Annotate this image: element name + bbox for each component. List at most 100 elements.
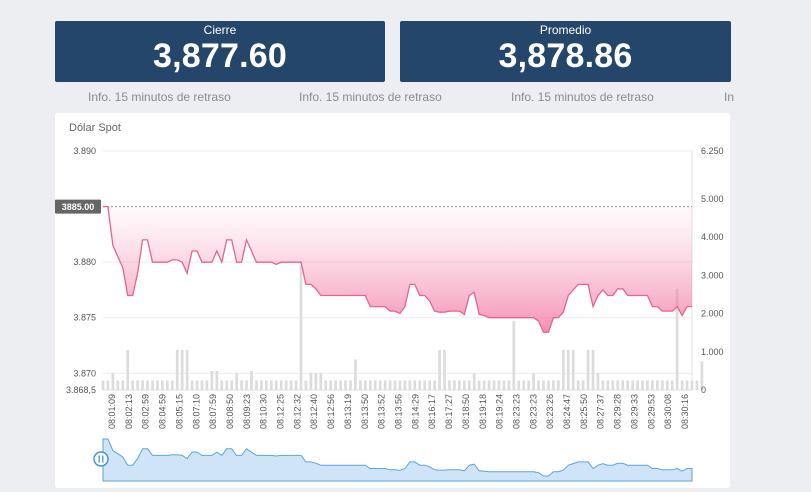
- navigator-area: [102, 438, 693, 482]
- volume-bar: [646, 380, 649, 390]
- navigator[interactable]: [93, 438, 693, 482]
- volume-bar: [591, 349, 595, 390]
- volume-bar: [581, 380, 585, 390]
- delay-note: Info. 15 minutos de retraso: [511, 90, 654, 104]
- volume-bar: [220, 380, 224, 390]
- y-tick-label: 3.880: [73, 257, 96, 267]
- x-tick-label: 08:02:59: [141, 394, 151, 429]
- x-tick-label: 08:01:09: [107, 394, 117, 429]
- x-tick-label: 08:29:28: [613, 394, 623, 429]
- volume-bar: [542, 380, 545, 390]
- volume-bar: [462, 380, 466, 390]
- volume-bar: [368, 380, 372, 390]
- volume-bar: [131, 380, 135, 390]
- x-tick-label: 08:23:23: [511, 394, 521, 429]
- volume-bar: [660, 380, 664, 390]
- x-tick-label: 08:07:10: [191, 394, 201, 429]
- volume-bar: [695, 380, 699, 390]
- volume-bar: [225, 380, 229, 390]
- y-axis-left: 3.868,5 3.870 3.875 3.880 3.890: [66, 146, 96, 395]
- volume-bar: [210, 370, 214, 390]
- x-tick-label: 08:13:19: [343, 394, 353, 429]
- x-tick-label: 08:30:08: [663, 394, 673, 429]
- volume-bar: [487, 380, 491, 390]
- volume-bar: [156, 380, 159, 390]
- volume-bar: [413, 380, 417, 390]
- volume-bar: [363, 380, 367, 390]
- volume-bar: [675, 288, 679, 390]
- volume-bar: [606, 380, 610, 390]
- volume-bar: [497, 380, 501, 390]
- volume-bar: [690, 380, 694, 390]
- y-right-tick-label: 2.000: [701, 309, 724, 319]
- x-tick-label: 08:18:50: [461, 394, 471, 429]
- x-tick-label: 08:29:33: [629, 394, 639, 429]
- volume-bar: [453, 380, 456, 390]
- kpi-card-promedio: Promedio 3,878.86: [400, 21, 731, 82]
- volume-bar: [651, 380, 654, 390]
- volume-bar: [383, 380, 387, 390]
- volume-bar: [641, 380, 644, 390]
- x-tick-label: 08:14:29: [410, 394, 420, 429]
- volume-bar: [205, 380, 209, 390]
- volume-bar: [126, 349, 130, 390]
- volume-bar: [418, 380, 422, 390]
- volume-bar: [354, 359, 357, 390]
- y-right-tick-label: 6.250: [701, 146, 724, 156]
- volume-bar: [636, 380, 639, 390]
- y-tick-label: 3.870: [73, 368, 96, 378]
- volume-bar: [527, 380, 531, 390]
- volume-bar: [141, 380, 144, 390]
- volume-bar: [393, 380, 397, 390]
- x-tick-label: 08:23:26: [545, 394, 555, 429]
- volume-bar: [443, 349, 446, 390]
- volume-bar: [685, 380, 689, 390]
- price-line: [103, 205, 692, 333]
- x-tick-label: 08:10:30: [259, 394, 269, 429]
- kpi-value: 3,878.86: [498, 37, 633, 75]
- kpi-card-cierre: Cierre 3,877.60: [55, 21, 385, 82]
- volume-bar: [284, 380, 288, 390]
- volume-bar: [299, 264, 303, 390]
- x-tick-label: 08:12:25: [276, 394, 286, 429]
- volume-bar: [314, 372, 318, 390]
- volume-bar: [215, 370, 219, 390]
- volume-bar: [185, 349, 189, 390]
- volume-bar: [428, 380, 432, 390]
- volume-bar: [458, 380, 461, 390]
- volume-bar: [136, 380, 140, 390]
- volume-bar: [408, 380, 412, 390]
- volume-bar: [566, 349, 570, 390]
- x-tick-label: 08:19:18: [478, 394, 488, 429]
- volume-bar: [106, 380, 110, 390]
- volume-bar: [571, 349, 575, 390]
- volume-bar: [596, 372, 600, 390]
- navigator-handle-icon[interactable]: [93, 451, 109, 467]
- volume-bar: [289, 380, 293, 390]
- kpi-label: Promedio: [539, 23, 592, 37]
- x-tick-label: 08:09:23: [242, 394, 252, 429]
- delay-note: Info. 15 minutos de retraso: [299, 90, 442, 104]
- x-tick-label: 08:23:23: [528, 394, 538, 429]
- volume-bar: [423, 380, 427, 390]
- volume-bar: [269, 380, 273, 390]
- volume-bar: [339, 380, 342, 390]
- volume-bars: [101, 264, 704, 390]
- kpi-label: Cierre: [203, 23, 237, 37]
- x-tick-label: 08:19:24: [495, 394, 505, 429]
- volume-bar: [552, 380, 555, 390]
- volume-bar: [121, 380, 125, 390]
- x-tick-label: 08:12:40: [309, 394, 319, 429]
- volume-bar: [349, 380, 352, 390]
- volume-bar: [111, 372, 115, 390]
- volume-bar: [279, 380, 283, 390]
- volume-bar: [477, 380, 481, 390]
- y-axis-right: 0 1.000 2.000 3.000 4.000 5.000 6.250: [701, 146, 724, 395]
- volume-bar: [517, 380, 521, 390]
- volume-bar: [616, 380, 620, 390]
- volume-bar: [626, 380, 630, 390]
- volume-bar: [180, 349, 184, 390]
- volume-bar: [309, 372, 313, 390]
- volume-bar: [373, 380, 377, 390]
- volume-bar: [324, 380, 328, 390]
